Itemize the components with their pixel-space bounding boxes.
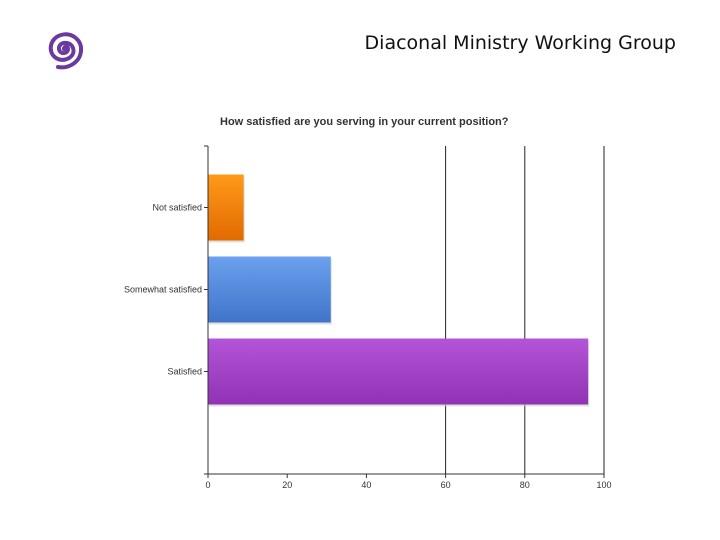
spiral-logo-icon [48, 32, 84, 70]
bar [208, 174, 244, 241]
x-tick-label: 100 [596, 480, 611, 490]
bar [208, 338, 589, 405]
category-label: Somewhat satisfied [124, 285, 202, 295]
x-tick-label: 20 [282, 480, 292, 490]
category-label: Not satisfied [152, 203, 202, 213]
chart-title: How satisfied are you serving in your cu… [220, 116, 509, 128]
x-tick-label: 60 [441, 480, 451, 490]
x-tick-label: 80 [520, 480, 530, 490]
category-label: Satisfied [167, 367, 202, 377]
x-tick-label: 40 [361, 480, 371, 490]
header-title: Diaconal Ministry Working Group [364, 32, 676, 54]
x-tick-label: 0 [205, 480, 210, 490]
bar [208, 256, 331, 323]
